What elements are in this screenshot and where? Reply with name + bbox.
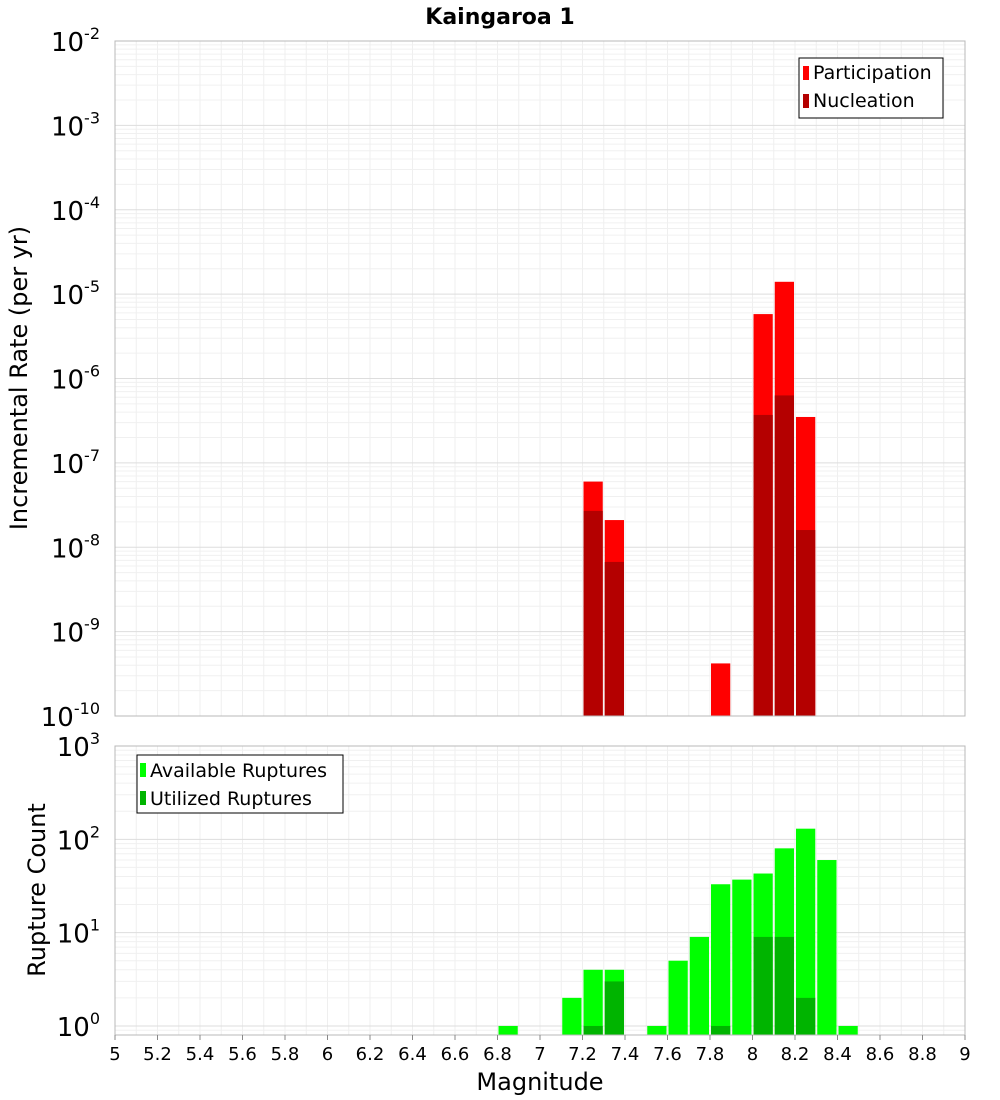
legend-label-utilized: Utilized Ruptures [150,788,312,810]
count-bar-utilized-ruptures [774,936,794,1035]
count-y-tick-label: 102 [57,822,100,856]
count-bar-available-ruptures [796,828,816,1035]
rate-y-tick-label: 10-3 [51,108,100,142]
x-tick-label: 7.4 [611,1044,640,1065]
rate-bar-participation [711,663,731,716]
count-bar-utilized-ruptures [796,997,816,1035]
rate-y-tick-label: 10-5 [51,277,100,311]
count-y-tick-label: 100 [57,1009,100,1043]
legend-swatch-participation [803,66,809,80]
count-y-axis-label: Rupture Count [23,803,51,977]
count-legend: Available Ruptures Utilized Ruptures [136,754,344,814]
legend-label-participation: Participation [813,62,932,84]
legend-swatch-utilized [140,791,146,805]
x-tick-label: 5.2 [143,1044,172,1065]
rate-y-tick-label: 10-10 [41,699,100,733]
x-tick-label: 7.6 [653,1044,682,1065]
count-y-tick-label: 103 [57,729,100,763]
rate-bar-nucleation [774,395,794,716]
count-bar-available-ruptures [711,884,731,1035]
count-bars [498,828,858,1035]
rate-y-ticks: 10-10 10-9 10-8 10-7 10-6 10-5 10-4 10-3 10-2 [41,24,100,733]
rate-bars [583,281,816,716]
rate-legend-box [798,57,944,119]
x-tick-label: 5.6 [228,1044,257,1065]
x-tick-label: 7 [534,1044,545,1065]
x-axis-ticks: 5 5.2 5.4 5.6 5.8 6 6.2 6.4 6.6 6.8 7 7.2 7.4 7.6 7.8 8… [109,1035,971,1065]
count-bar-available-ruptures [817,860,837,1035]
x-tick-label: 5 [109,1044,120,1065]
x-tick-label: 8.4 [823,1044,852,1065]
count-legend-box [136,754,344,814]
count-bar-utilized-ruptures [604,981,624,1035]
x-tick-label: 5.8 [271,1044,300,1065]
x-tick-label: 6.4 [398,1044,427,1065]
rate-y-tick-label: 10-6 [51,362,100,396]
count-bar-available-ruptures [838,1025,858,1035]
count-bar-available-ruptures [647,1025,667,1035]
rate-bar-nucleation [583,510,603,716]
x-tick-label: 6.2 [356,1044,385,1065]
rate-bar-nucleation [604,561,624,716]
count-bar-available-ruptures [732,879,752,1035]
x-tick-label: 8.6 [866,1044,895,1065]
count-chart: 100 101 102 103 5 5.2 5.4 5.6 5.8 6 6.2 6.4 6.6 6.8 7… [23,729,971,1096]
count-bar-utilized-ruptures [583,1025,603,1035]
x-tick-label: 6 [322,1044,333,1065]
rate-y-tick-label: 10-9 [51,615,100,649]
count-bar-available-ruptures [562,997,582,1035]
x-tick-label: 8.8 [908,1044,937,1065]
rate-y-tick-label: 10-4 [51,193,100,227]
rate-y-tick-label: 10-7 [51,446,100,480]
count-bar-utilized-ruptures [753,936,773,1035]
x-tick-label: 6.8 [483,1044,512,1065]
x-tick-label: 8 [747,1044,758,1065]
x-tick-label: 9 [959,1044,970,1065]
rate-y-tick-label: 10-8 [51,530,100,564]
legend-swatch-available [140,763,146,777]
rate-plot-frame [114,40,966,717]
x-axis-label: Magnitude [476,1068,603,1096]
count-y-ticks: 100 101 102 103 [57,729,100,1043]
legend-label-available: Available Ruptures [150,760,327,782]
rate-legend: Participation Nucleation [798,57,944,119]
rate-y-tick-label: 10-2 [51,24,100,58]
count-bar-utilized-ruptures [711,1025,731,1035]
rate-bar-nucleation [796,530,816,716]
rate-chart: 10-10 10-9 10-8 10-7 10-6 10-5 10-4 10-3 10-2 In… [5,24,966,733]
rate-bar-nucleation [753,414,773,716]
count-y-tick-label: 101 [57,916,100,950]
count-bar-available-ruptures [583,969,603,1035]
rate-grid [114,40,966,717]
x-tick-label: 8.2 [781,1044,810,1065]
count-bar-available-ruptures [689,936,709,1035]
count-bar-available-ruptures [668,960,688,1035]
rate-y-axis-label: Incremental Rate (per yr) [5,226,33,530]
legend-swatch-nucleation [803,94,809,108]
chart-title: Kaingaroa 1 [425,5,574,30]
x-tick-label: 7.2 [568,1044,597,1065]
x-tick-label: 7.8 [696,1044,725,1065]
x-tick-label: 5.4 [186,1044,215,1065]
legend-label-nucleation: Nucleation [813,90,915,112]
count-bar-available-ruptures [498,1025,518,1035]
x-tick-label: 6.6 [441,1044,470,1065]
